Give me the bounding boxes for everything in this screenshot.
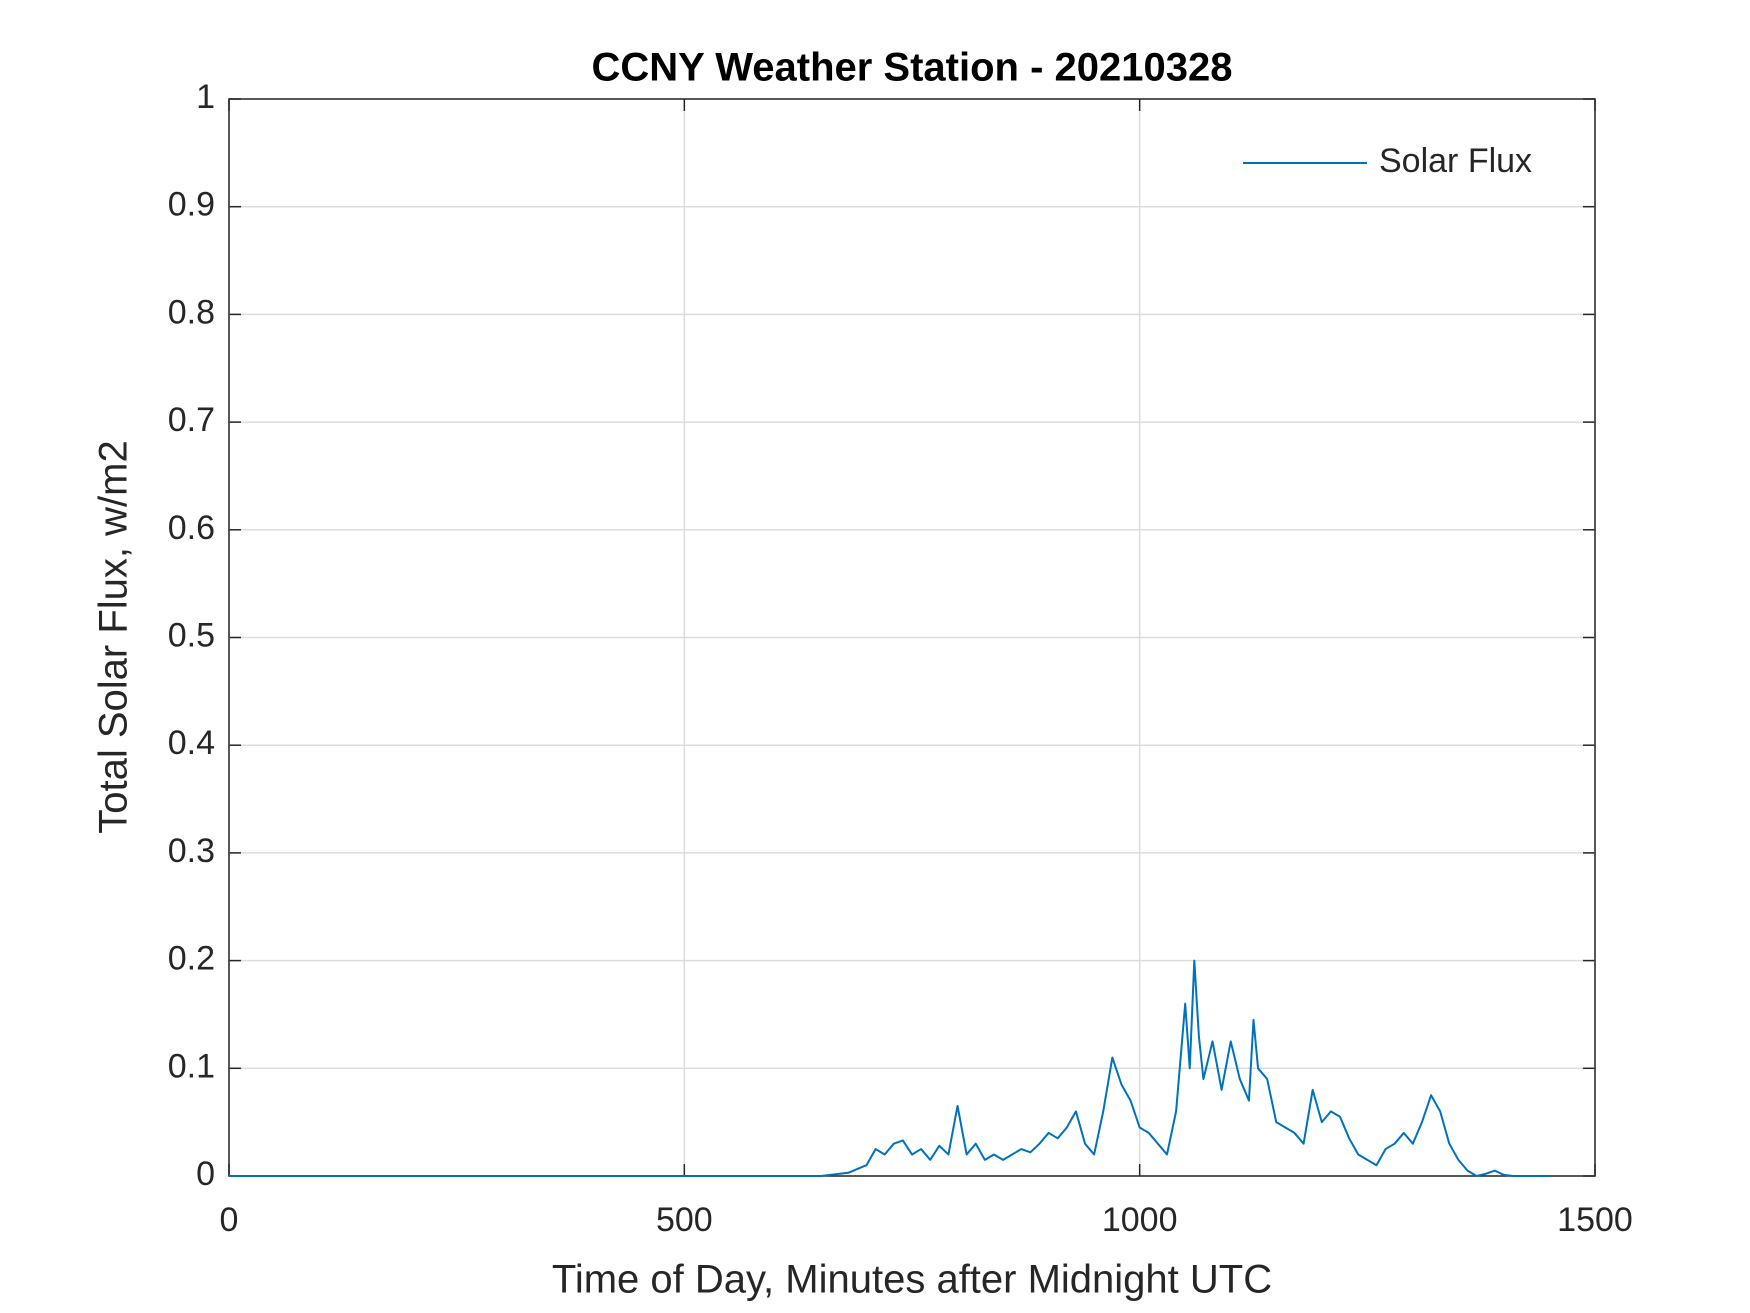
y-tick-label: 0.6 bbox=[168, 509, 215, 547]
y-tick-label: 0.3 bbox=[168, 832, 215, 870]
x-tick-label: 1500 bbox=[1557, 1201, 1633, 1239]
x-tick-label: 0 bbox=[220, 1201, 239, 1239]
y-tick-label: 0.2 bbox=[168, 940, 215, 978]
y-tick-label: 0.8 bbox=[168, 293, 215, 331]
y-tick-label: 0.4 bbox=[168, 724, 215, 762]
x-tick-label: 500 bbox=[656, 1201, 713, 1239]
y-tick-label: 0.7 bbox=[168, 401, 215, 439]
y-tick-label: 0.9 bbox=[168, 186, 215, 224]
x-axis-label: Time of Day, Minutes after Midnight UTC bbox=[552, 1258, 1272, 1302]
data-line bbox=[229, 959, 1550, 1177]
y-tick-label: 0.1 bbox=[168, 1047, 215, 1085]
y-tick-label: 1 bbox=[196, 78, 215, 116]
x-tick-label: 1000 bbox=[1102, 1201, 1178, 1239]
y-tick-label: 0 bbox=[196, 1155, 215, 1193]
plot-frame bbox=[228, 98, 1596, 1177]
y-tick-label: 0.5 bbox=[168, 616, 215, 654]
y-axis-label: Total Solar Flux, w/m2 bbox=[92, 440, 136, 833]
legend-label: Solar Flux bbox=[1379, 142, 1532, 180]
chart-title: CCNY Weather Station - 20210328 bbox=[592, 46, 1233, 90]
